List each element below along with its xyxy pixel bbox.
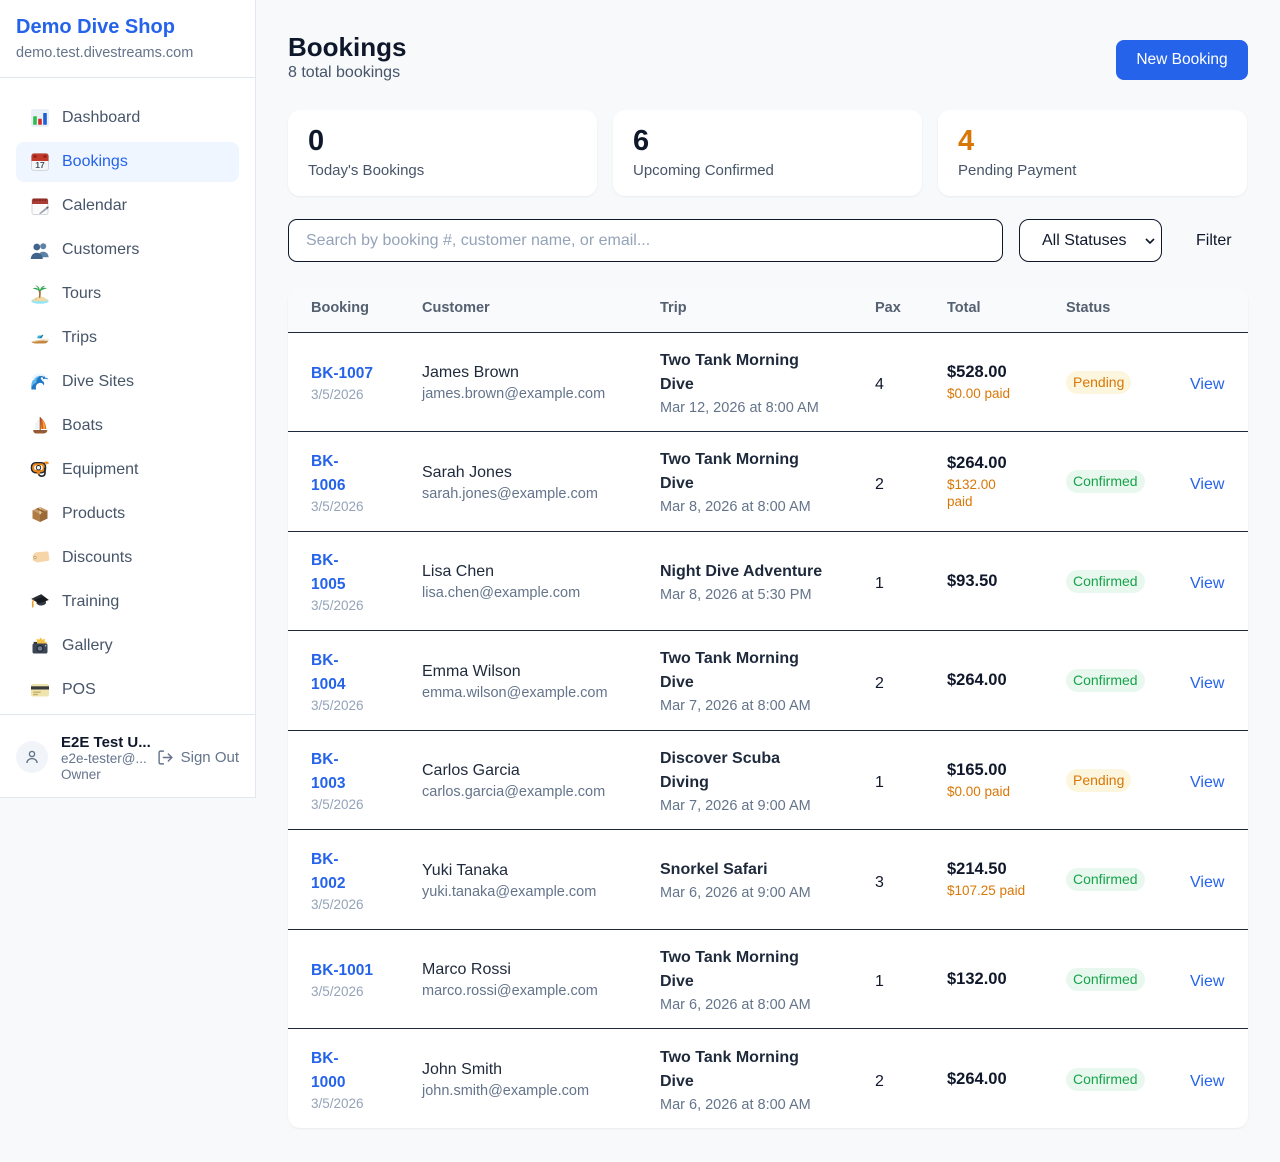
svg-text:17: 17 bbox=[35, 160, 45, 170]
